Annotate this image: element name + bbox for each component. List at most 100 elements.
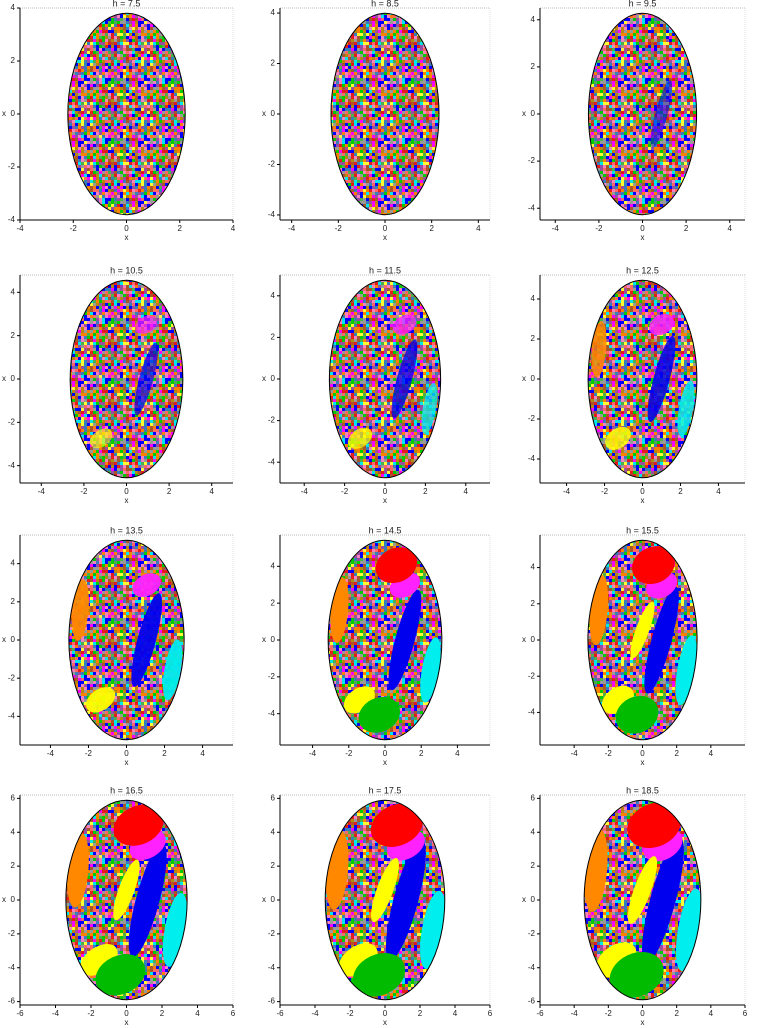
noise [588, 13, 697, 215]
y-tick-label: 4 [11, 3, 16, 12]
x-tick-label: 4 [728, 224, 733, 233]
basin-boundary [587, 539, 698, 741]
y-tick-label: 4 [11, 287, 16, 296]
y-tick-label: 4 [531, 827, 536, 836]
basin-boundary [328, 279, 442, 479]
y-tick-label: 4 [271, 561, 276, 570]
x-axis-label: x [641, 496, 645, 505]
y-tick-label: 2 [531, 861, 536, 870]
y-axis-label: x [2, 635, 6, 644]
chart-title: h = 13.5 [110, 525, 143, 535]
y-tick-label: -2 [8, 929, 16, 938]
x-tick-label: 0 [640, 1009, 645, 1018]
basin-region [358, 696, 401, 733]
basin-region [391, 339, 418, 419]
basin-region [89, 428, 113, 449]
x-tick-label: 2 [162, 749, 167, 758]
x-tick-label: 0 [124, 224, 129, 233]
basin-region [71, 579, 89, 641]
x-tick-label: -4 [571, 1009, 579, 1018]
y-tick-label: 0 [271, 635, 276, 644]
y-tick-label: -2 [528, 671, 536, 680]
y-tick-label: -6 [528, 997, 536, 1006]
y-tick-label: 2 [271, 333, 276, 342]
x-axis-label: x [641, 758, 645, 767]
x-tick-label: -2 [346, 1009, 354, 1018]
x-tick-label: -2 [70, 224, 78, 233]
basin-image [67, 13, 186, 215]
basin-image [328, 540, 442, 740]
basin-boundary [587, 12, 698, 216]
x-tick-label: -6 [536, 1009, 544, 1018]
basin-boundary [583, 799, 702, 1001]
x-tick-label: -6 [276, 1009, 284, 1018]
x-tick-label: 4 [200, 749, 205, 758]
x-tick-label: 4 [453, 1009, 458, 1018]
y-tick-label: 4 [531, 15, 536, 24]
y-tick-label: 2 [11, 861, 16, 870]
x-tick-label: 4 [195, 1009, 200, 1018]
y-tick-label: 4 [271, 8, 276, 17]
x-tick-label: 4 [709, 749, 714, 758]
basin-region [113, 859, 140, 921]
x-tick-label: 4 [455, 749, 460, 758]
basin-region [675, 635, 697, 705]
chart-title: h = 7.5 [113, 0, 141, 8]
y-tick-label: 0 [531, 895, 536, 904]
basin-region [375, 547, 418, 584]
x-axis-label: x [125, 1018, 129, 1027]
panel: -4 -2 0 2 4 -4 -2 0 2 4 h = 7.5 x x [2, 0, 236, 242]
basin-boundary [324, 799, 446, 1001]
x-tick-label: -4 [309, 749, 317, 758]
x-tick-label: 2 [418, 1009, 423, 1018]
x-tick-label: -4 [563, 487, 571, 496]
x-tick-label: -4 [301, 487, 309, 496]
basin-region [677, 380, 695, 437]
x-tick-label: 0 [383, 487, 388, 496]
basin-region [113, 804, 164, 846]
basin-region [135, 315, 158, 334]
chart-title: h = 17.5 [369, 785, 402, 795]
x-tick-label: 2 [429, 224, 434, 233]
basin-region [648, 313, 675, 336]
basin-region [131, 593, 162, 687]
y-tick-label: 2 [271, 861, 276, 870]
x-tick-label: 4 [476, 224, 481, 233]
x-tick-label: 4 [209, 487, 214, 496]
y-tick-label: 2 [271, 598, 276, 607]
chart-title: h = 12.5 [626, 265, 659, 275]
y-tick-label: -4 [268, 210, 276, 219]
y-tick-label: -4 [8, 461, 16, 470]
y-tick-label: -4 [8, 963, 16, 972]
basin-region [388, 589, 422, 691]
y-tick-label: 0 [11, 374, 16, 383]
basin-region [370, 803, 424, 847]
y-tick-label: 2 [531, 599, 536, 608]
y-tick-label: -2 [8, 162, 16, 171]
x-tick-label: -6 [16, 1009, 24, 1018]
x-tick-label: 0 [124, 749, 129, 758]
x-tick-label: -2 [85, 749, 93, 758]
x-tick-label: 0 [383, 224, 388, 233]
x-tick-label: -4 [288, 224, 296, 233]
panel: -4 -2 0 2 4 -4 -2 0 2 4 h = 12.5 x x [522, 265, 746, 505]
x-axis-label: x [383, 496, 387, 505]
x-tick-label: -4 [47, 749, 55, 758]
basin-region [647, 336, 676, 422]
noise [588, 280, 697, 478]
panel: -4 -2 0 2 4 -4 -2 0 2 4 h = 11.5 x x [262, 265, 491, 505]
y-tick-label: 0 [271, 895, 276, 904]
y-tick-label: 4 [271, 291, 276, 300]
x-tick-label: 2 [178, 224, 183, 233]
y-tick-label: 0 [531, 109, 536, 118]
y-tick-label: 4 [11, 559, 16, 568]
basin-region [385, 839, 426, 961]
y-tick-label: -4 [528, 454, 536, 463]
x-tick-label: -4 [571, 749, 579, 758]
panel: -4 -2 0 2 4 -4 -2 0 2 4 h = 10.5 x x [2, 265, 234, 505]
x-axis-label: x [383, 233, 387, 242]
basin-region [347, 427, 373, 449]
x-tick-label: 0 [383, 749, 388, 758]
basin-boundary [65, 799, 188, 1001]
x-tick-label: -2 [80, 487, 88, 496]
